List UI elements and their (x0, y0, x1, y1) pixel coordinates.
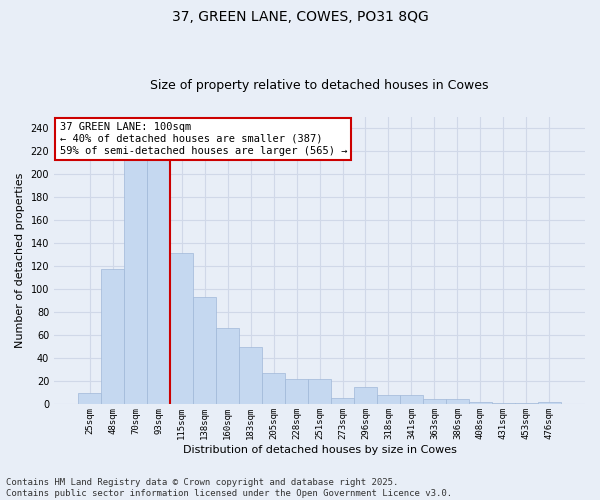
Bar (262, 374, 285, 404)
Text: Contains HM Land Registry data © Crown copyright and database right 2025.
Contai: Contains HM Land Registry data © Crown c… (6, 478, 452, 498)
Bar (469, 402, 492, 404)
Bar (285, 379, 308, 404)
Bar (124, 142, 147, 405)
Bar (78, 393, 101, 404)
Bar (170, 252, 193, 404)
Bar (423, 398, 446, 404)
Text: 37 GREEN LANE: 100sqm
← 40% of detached houses are smaller (387)
59% of semi-det: 37 GREEN LANE: 100sqm ← 40% of detached … (59, 122, 347, 156)
Bar (377, 395, 400, 404)
Bar (308, 379, 331, 404)
Title: Size of property relative to detached houses in Cowes: Size of property relative to detached ho… (150, 79, 489, 92)
Bar (354, 387, 377, 404)
Bar (147, 152, 170, 404)
Text: 37, GREEN LANE, COWES, PO31 8QG: 37, GREEN LANE, COWES, PO31 8QG (172, 10, 428, 24)
Bar (538, 402, 561, 404)
Y-axis label: Number of detached properties: Number of detached properties (15, 173, 25, 348)
Bar (331, 398, 354, 404)
Bar (101, 268, 124, 404)
Bar (446, 398, 469, 404)
Bar (239, 347, 262, 405)
X-axis label: Distribution of detached houses by size in Cowes: Distribution of detached houses by size … (182, 445, 457, 455)
Bar (193, 298, 216, 405)
Bar (216, 328, 239, 404)
Bar (400, 395, 423, 404)
